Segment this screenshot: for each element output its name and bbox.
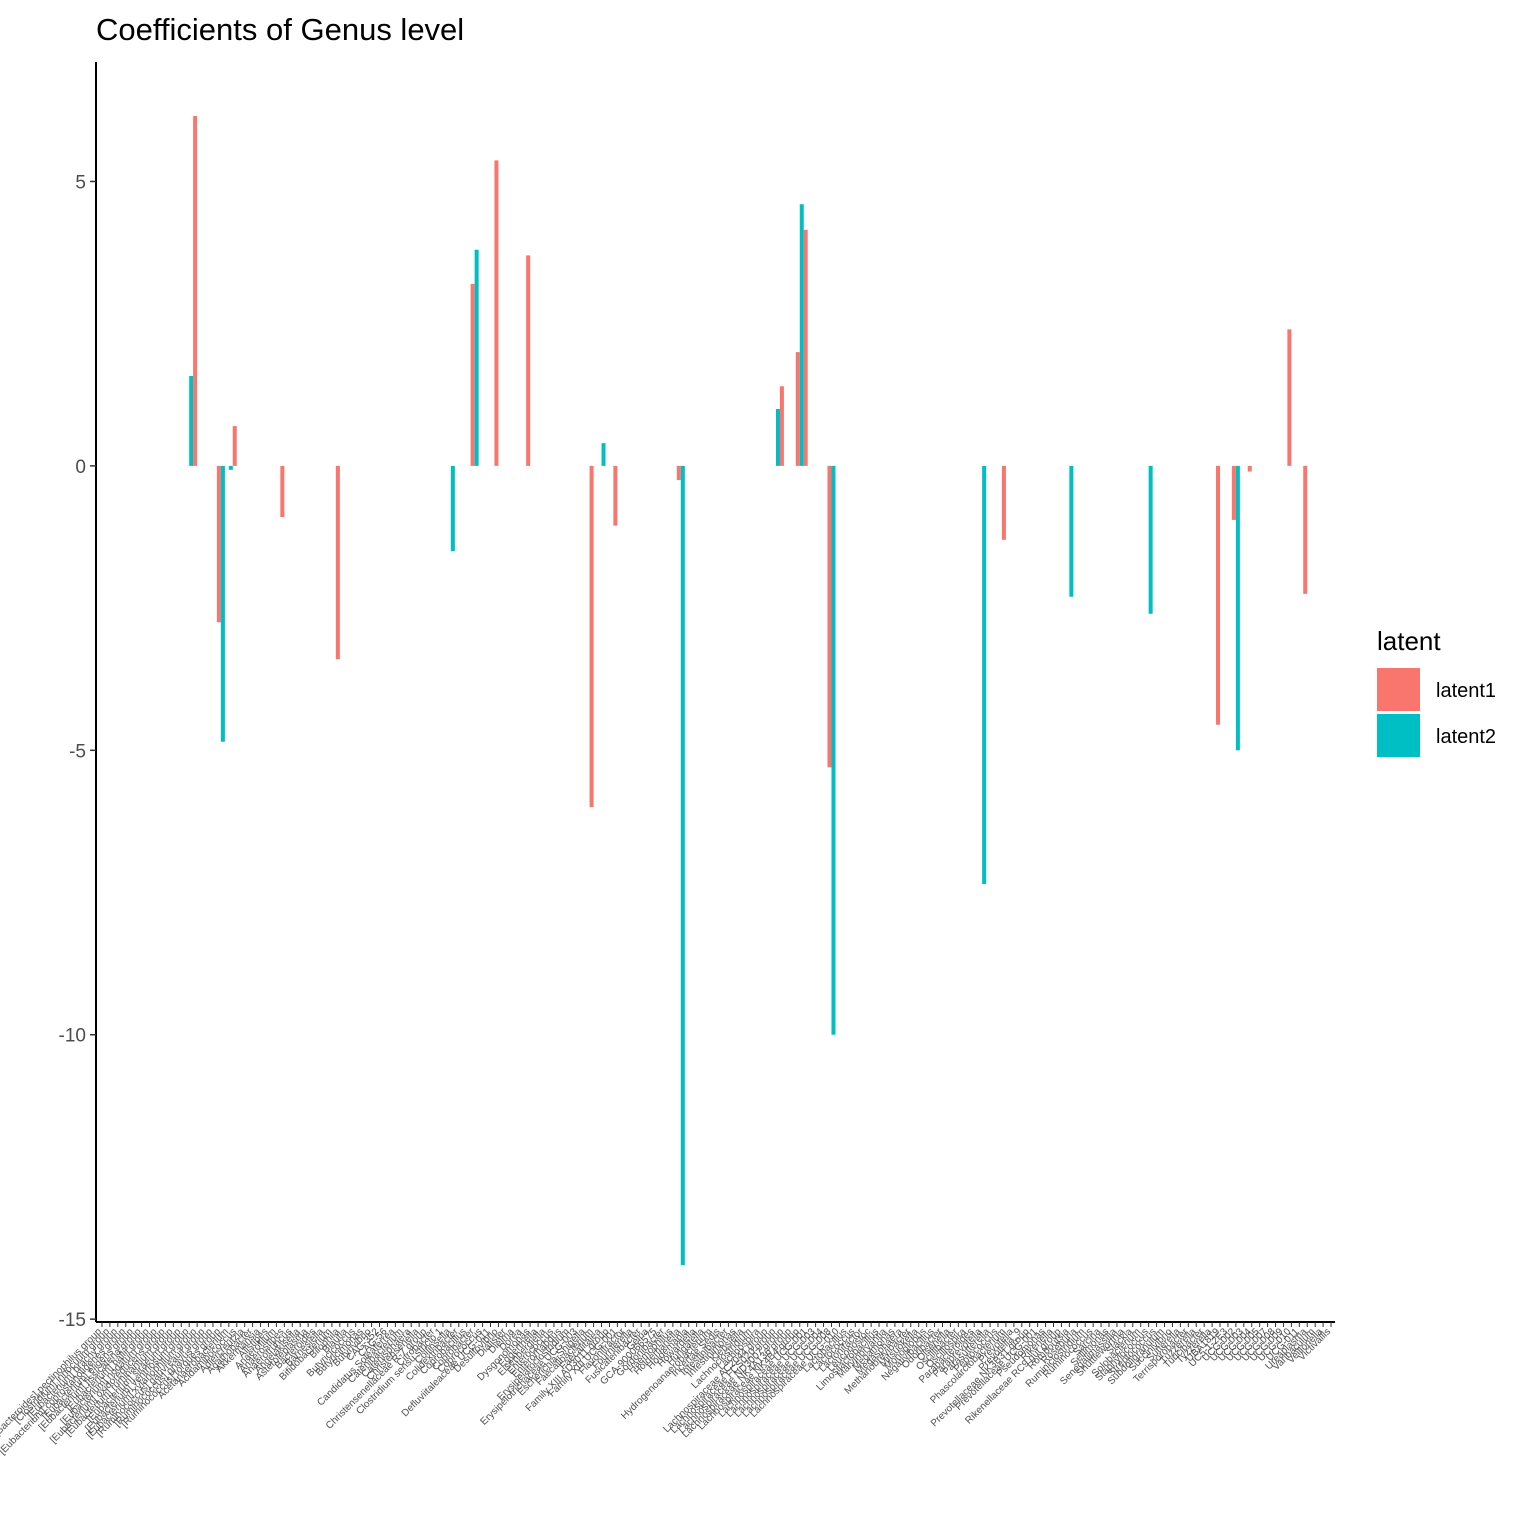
bar [1216, 465, 1221, 725]
bar [601, 443, 606, 466]
bar [676, 465, 681, 481]
bar [450, 465, 455, 552]
bar [589, 465, 594, 808]
legend-key [1377, 668, 1420, 711]
bar [827, 465, 832, 768]
bar [526, 255, 531, 466]
bar [220, 465, 225, 742]
bar [831, 465, 836, 1035]
bar [1231, 465, 1236, 520]
bar [474, 249, 479, 466]
legend-key [1377, 714, 1420, 757]
bar [613, 465, 618, 526]
bar [803, 229, 808, 466]
y-tick-label: 5 [75, 172, 86, 193]
bar [1287, 329, 1292, 466]
bar [1303, 465, 1308, 594]
bar [193, 116, 198, 466]
legend-label: latent1 [1436, 680, 1496, 702]
bar [1247, 465, 1252, 472]
bar [189, 376, 194, 466]
bar [470, 283, 475, 466]
bar [1235, 465, 1240, 751]
bar [680, 465, 685, 1266]
y-tick-label: -10 [59, 1026, 86, 1047]
bar [775, 408, 780, 466]
y-tick-label: -15 [59, 1310, 86, 1331]
bar [280, 465, 285, 518]
bar [232, 426, 237, 466]
bar [228, 465, 233, 470]
bar [1069, 465, 1074, 597]
bar [335, 465, 340, 660]
bar [779, 386, 784, 466]
legend-label: latent2 [1436, 726, 1496, 748]
bar [799, 204, 804, 466]
chart-title: Coefficients of Genus level [96, 12, 464, 47]
bar [494, 160, 499, 466]
bar [1001, 465, 1006, 540]
legend-title: latent [1377, 626, 1441, 656]
bar [982, 465, 987, 884]
y-tick-label: 0 [75, 457, 86, 478]
bar [1148, 465, 1153, 614]
bar [795, 352, 800, 466]
bar [216, 465, 221, 623]
y-tick-label: -5 [69, 741, 86, 762]
